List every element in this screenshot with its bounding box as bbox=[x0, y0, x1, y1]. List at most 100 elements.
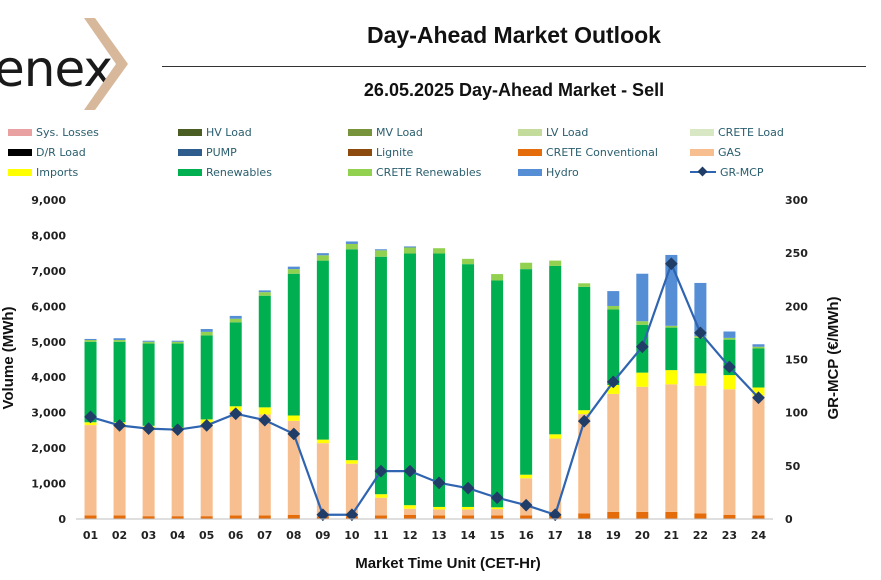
bar-crete-renewables bbox=[665, 325, 678, 328]
bar-gas bbox=[491, 509, 504, 516]
mcp-point bbox=[490, 491, 504, 505]
x-tick-label: 09 bbox=[315, 529, 330, 542]
bar-crete-renewables bbox=[345, 243, 358, 250]
bar-stack-22 bbox=[694, 282, 707, 519]
bar-gas bbox=[171, 430, 184, 517]
x-tick-label: 14 bbox=[460, 529, 476, 542]
bar-stack-16 bbox=[520, 262, 533, 519]
page-subtitle: 26.05.2025 Day-Ahead Market - Sell bbox=[363, 80, 665, 100]
bar-hydro bbox=[84, 338, 97, 341]
bar-crete-renewables bbox=[607, 305, 620, 310]
enex-logo: enex bbox=[0, 18, 128, 110]
bar-crete-renewables bbox=[287, 269, 300, 274]
bar-imports bbox=[287, 415, 300, 421]
x-tick-label: 10 bbox=[344, 529, 360, 542]
y-axis-left: 0 1,000 2,000 3,000 4,000 5,000 6,000 7,000 8,00… bbox=[31, 194, 66, 526]
x-tick-label: 02 bbox=[112, 529, 127, 542]
bar-stack-19 bbox=[607, 291, 620, 519]
mcp-point bbox=[142, 422, 155, 435]
bar-crete-renewables bbox=[316, 255, 329, 261]
legend-swatch bbox=[348, 168, 372, 176]
bar-imports bbox=[578, 410, 591, 415]
y2-tick-label: 150 bbox=[785, 354, 808, 367]
bar-renewables bbox=[403, 253, 416, 506]
bar-crete-conventional bbox=[752, 515, 765, 519]
bar-crete-renewables bbox=[491, 274, 504, 281]
x-tick-label: 01 bbox=[83, 529, 98, 542]
mcp-point bbox=[461, 481, 475, 495]
bar-gas bbox=[549, 438, 562, 515]
bar-imports bbox=[345, 460, 358, 464]
bar-renewables bbox=[171, 343, 184, 428]
bar-imports bbox=[723, 375, 736, 390]
bar-hydro bbox=[258, 290, 271, 293]
bar-hydro bbox=[403, 246, 416, 248]
legend-label: MV Load bbox=[376, 125, 423, 139]
y-axis-right: 0 50 100 150 200 250 300 bbox=[785, 194, 808, 526]
y-tick-label: 1,000 bbox=[31, 478, 66, 491]
bar-hydro bbox=[752, 344, 765, 347]
bar-gas bbox=[578, 414, 591, 514]
bar-hydro bbox=[345, 241, 358, 244]
legend-item-imports: Imports bbox=[8, 164, 78, 180]
x-tick-label: 22 bbox=[693, 529, 708, 542]
bar-crete-conventional bbox=[694, 513, 707, 519]
bar-stack-14 bbox=[462, 258, 475, 519]
legend-item-pump: PUMP bbox=[178, 144, 237, 160]
bar-renewables bbox=[549, 265, 562, 435]
legend-swatch bbox=[690, 148, 714, 156]
bar-gas bbox=[462, 509, 475, 516]
bar-crete-conventional bbox=[84, 515, 97, 519]
legend-label: CRETE Conventional bbox=[546, 145, 658, 159]
legend-label: Renewables bbox=[206, 165, 272, 179]
legend-label: Imports bbox=[36, 165, 79, 179]
bar-gas bbox=[403, 508, 416, 515]
y2-tick-label: 300 bbox=[785, 194, 808, 207]
mcp-point bbox=[316, 508, 330, 522]
bar-hydro bbox=[287, 266, 300, 270]
y2-tick-label: 50 bbox=[785, 460, 801, 473]
legend-item-lv-load: LV Load bbox=[518, 124, 588, 140]
legend-label: LV Load bbox=[546, 125, 589, 139]
y-tick-label: 2,000 bbox=[31, 442, 66, 455]
bar-imports bbox=[549, 434, 562, 439]
bar-crete-renewables bbox=[520, 262, 533, 270]
x-tick-label: 11 bbox=[373, 529, 388, 542]
x-tick-label: 24 bbox=[751, 529, 767, 542]
x-tick-label: 23 bbox=[722, 529, 737, 542]
legend-line-marker-icon bbox=[690, 167, 716, 177]
bar-crete-conventional bbox=[403, 514, 416, 519]
bar-gas bbox=[345, 463, 358, 517]
bar-stack-11 bbox=[374, 249, 387, 519]
bar-hydro bbox=[636, 273, 649, 322]
x-tick-label: 04 bbox=[170, 529, 186, 542]
bar-renewables bbox=[84, 341, 97, 423]
bar-gas bbox=[433, 509, 446, 516]
y2-tick-label: 100 bbox=[785, 407, 808, 420]
legend-swatch bbox=[518, 148, 542, 156]
bar-stack-01 bbox=[84, 338, 97, 519]
legend-item-lignite: Lignite bbox=[348, 144, 413, 160]
bar-renewables bbox=[258, 295, 271, 408]
bar-stack-07 bbox=[258, 290, 271, 519]
y-tick-label: 6,000 bbox=[31, 300, 66, 313]
legend-label: GAS bbox=[718, 145, 742, 159]
y-axis-title: Volume (MWh) bbox=[0, 306, 17, 409]
x-tick-label: 07 bbox=[257, 529, 272, 542]
bar-stack-02 bbox=[113, 338, 126, 519]
x-tick-label: 05 bbox=[199, 529, 214, 542]
y-tick-label: 3,000 bbox=[31, 407, 66, 420]
legend-item-crete-conventional: CRETE Conventional bbox=[518, 144, 658, 160]
bar-crete-renewables bbox=[578, 283, 591, 287]
mcp-point bbox=[345, 508, 359, 522]
bar-crete-conventional bbox=[374, 515, 387, 519]
bar-gas bbox=[752, 395, 765, 516]
bar-imports bbox=[462, 506, 475, 510]
bar-renewables bbox=[345, 249, 358, 461]
bar-stack-10 bbox=[345, 241, 358, 519]
y-tick-label: 4,000 bbox=[31, 371, 66, 384]
x-tick-label: 16 bbox=[518, 529, 534, 542]
bar-renewables bbox=[752, 348, 765, 388]
bar-crete-renewables bbox=[433, 248, 446, 254]
legend-swatch bbox=[178, 148, 202, 156]
